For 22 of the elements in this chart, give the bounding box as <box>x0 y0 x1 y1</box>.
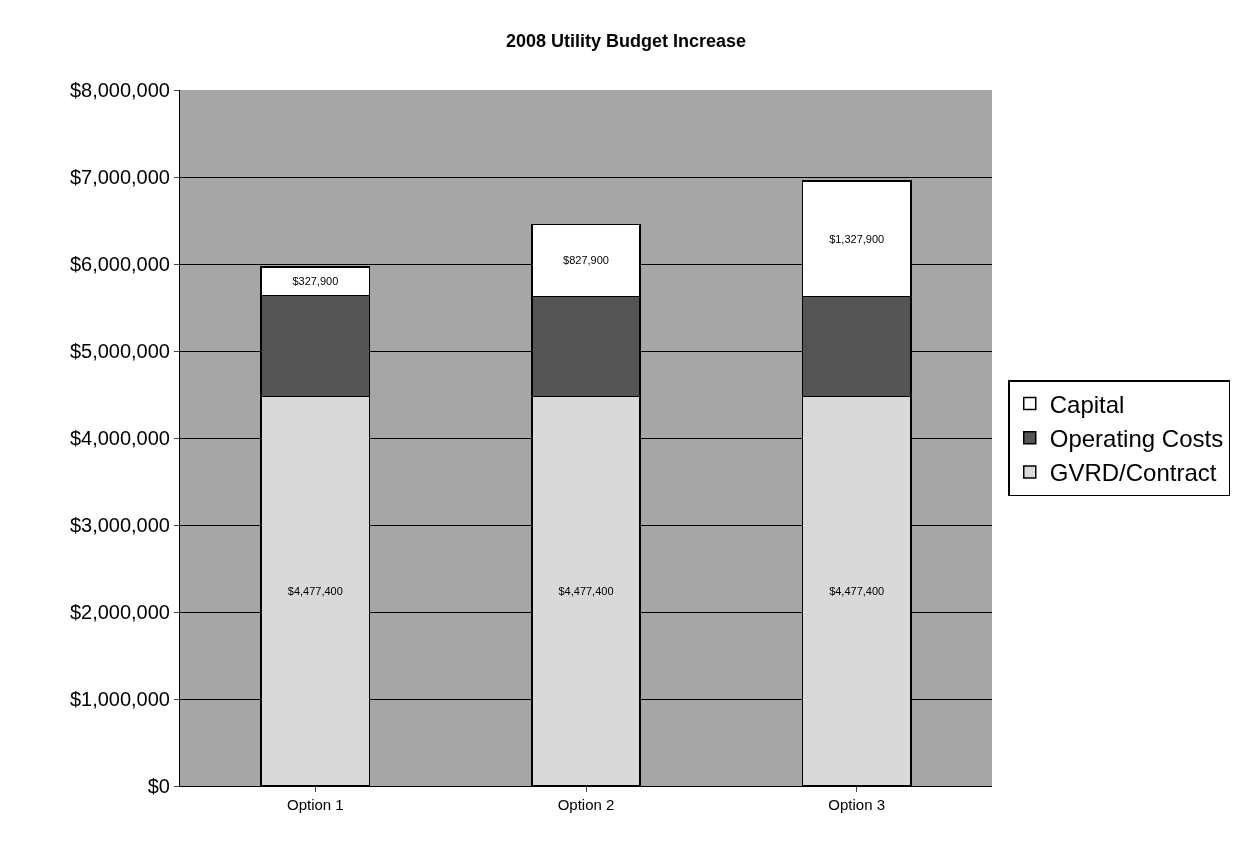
y-tick-label: $6,000,000 <box>69 253 170 275</box>
x-tick-label: Option 1 <box>286 796 344 813</box>
y-tick-label: $5,000,000 <box>69 340 170 362</box>
legend-label: GVRD/Contract <box>1049 459 1217 487</box>
data-label: $4,477,400 <box>829 585 885 598</box>
legend-label: Operating Costs <box>1049 425 1224 453</box>
legend-label: Capital <box>1049 390 1125 418</box>
y-tick-label: $3,000,000 <box>69 514 170 536</box>
y-tick-label: $7,000,000 <box>69 166 170 188</box>
data-label: $327,900 <box>292 275 339 288</box>
x-tick-label: Option 2 <box>557 796 615 813</box>
data-label: $4,477,400 <box>287 585 343 598</box>
data-label: $1,327,900 <box>829 232 885 245</box>
y-tick-label: $2,000,000 <box>69 601 170 623</box>
data-label: $4,477,400 <box>558 585 614 598</box>
y-tick-label: $4,000,000 <box>69 427 170 449</box>
chart-title: 2008 Utility Budget Increase <box>505 30 747 51</box>
data-label: $827,900 <box>563 254 609 267</box>
y-tick-label: $1,000,000 <box>69 688 170 710</box>
y-tick-label: $0 <box>147 775 170 797</box>
y-tick-label: $8,000,000 <box>69 79 170 101</box>
x-tick-label: Option 3 <box>828 796 886 813</box>
